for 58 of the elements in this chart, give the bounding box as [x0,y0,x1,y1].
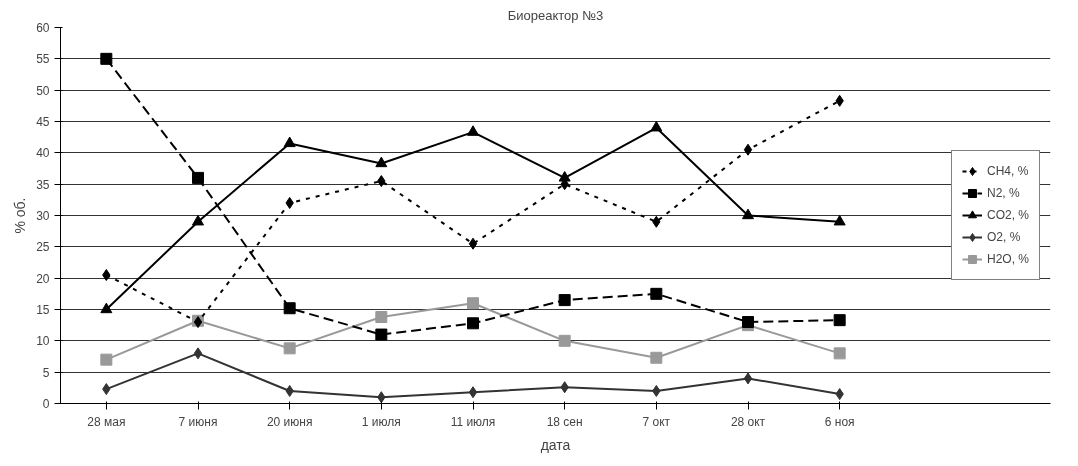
y-tick-label: 30 [36,209,50,223]
point [558,294,571,307]
y-tick-label: 15 [36,303,50,317]
x-tick-label: 20 июня [266,414,313,429]
point [375,311,388,324]
x-axis-title: дата [540,436,571,453]
y-tick-label: 20 [36,271,50,286]
legend-label: H2O, % [986,252,1029,266]
point [833,214,846,226]
y-tick-label: 35 [36,177,50,192]
y-tick-label: 25 [36,240,50,255]
point [375,156,388,168]
point [467,125,479,136]
y-axis-title: % об. [12,197,29,234]
point [742,208,754,220]
x-tick-label: 18 сен [546,414,583,429]
y-tick-label: 0 [42,397,50,411]
x-tick-label: 11 июля [450,414,496,429]
legend-label: CO2, % [986,208,1029,222]
point [283,342,296,355]
legend-label: CH4, % [986,164,1029,178]
point [467,317,479,330]
chart-title: Биореактор №3 [507,7,604,23]
y-tick-label: 55 [36,52,50,67]
y-tick-label: 5 [42,365,50,380]
point [375,328,388,341]
legend-label: N2, % [986,186,1020,200]
point [100,302,113,314]
point [743,372,753,385]
point [467,297,479,310]
point [283,302,296,315]
point [192,214,204,226]
x-tick-label: 7 окт [642,414,671,429]
point [650,287,663,300]
point [650,351,663,364]
point [283,136,296,148]
point [468,386,478,399]
point [558,334,571,347]
y-tick-label: 45 [36,115,50,129]
point [100,353,113,366]
point [468,237,478,250]
y-tick-label: 10 [36,334,50,349]
x-tick-label: 28 мая [87,414,126,429]
x-tick-label: 1 июля [361,414,401,429]
legend-label: O2, % [986,230,1021,244]
point [833,347,846,360]
point [833,314,846,327]
point [650,120,663,132]
point [192,171,204,184]
point [100,52,113,65]
y-tick-label: 50 [36,83,50,98]
point [193,347,203,360]
x-tick-label: 6 ноя [824,414,855,429]
y-tick-label: 40 [36,146,50,161]
x-tick-label: 7 июня [178,414,218,429]
x-tick-label: 28 окт [730,414,766,429]
y-tick-label: 60 [36,21,50,35]
point [743,143,753,156]
